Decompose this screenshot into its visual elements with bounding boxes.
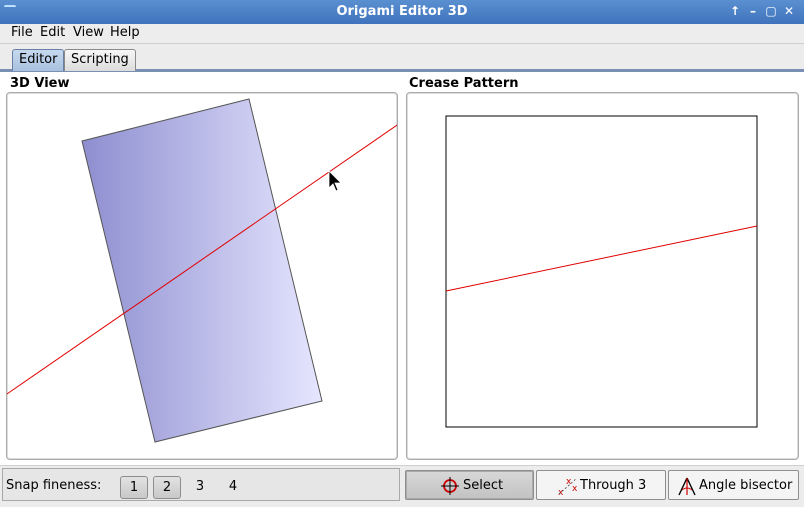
menu-help[interactable]: Help <box>110 25 140 40</box>
menu-view[interactable]: View <box>73 25 104 40</box>
menu-file[interactable]: File <box>11 25 33 40</box>
crease-pattern-canvas[interactable] <box>406 92 799 460</box>
svg-text:x: x <box>558 488 564 496</box>
app-icon <box>4 5 16 9</box>
through-3-tool-button[interactable]: x x x Through 3 <box>536 470 666 500</box>
three-points-icon: x x x <box>558 477 578 496</box>
maximize-button[interactable]: ▢ <box>765 4 777 18</box>
fold-line[interactable] <box>7 121 397 396</box>
tab-editor[interactable]: Editor <box>12 49 65 71</box>
status-bar: Snap fineness: 1 2 3 4 Select x x x Thro… <box>0 465 804 507</box>
crosshair-icon <box>441 477 459 495</box>
view3d-svg[interactable] <box>7 93 397 459</box>
close-button[interactable]: ✕ <box>783 4 795 18</box>
snap-option-3[interactable]: 3 <box>195 479 205 494</box>
mouse-cursor-icon <box>328 170 342 192</box>
paper-square[interactable] <box>445 115 758 428</box>
snap-option-1[interactable]: 1 <box>120 476 148 499</box>
keep-above-button[interactable]: ↑ <box>729 4 741 18</box>
tab-bar: Editor Scripting <box>0 44 804 72</box>
snap-fineness-group: Snap fineness: 1 2 3 4 <box>2 468 400 501</box>
crease-line[interactable] <box>445 225 758 292</box>
angle-bisector-tool-button[interactable]: Angle bisector <box>668 470 799 500</box>
view3d-title: 3D View <box>10 76 70 91</box>
minimize-button[interactable]: – <box>750 4 756 18</box>
tab-scripting[interactable]: Scripting <box>64 49 136 71</box>
snap-option-4[interactable]: 4 <box>228 479 238 494</box>
select-tool-button[interactable]: Select <box>405 470 534 500</box>
snap-option-2[interactable]: 2 <box>153 476 181 499</box>
svg-text:x: x <box>566 477 572 487</box>
view3d-canvas[interactable] <box>6 92 398 460</box>
window-title: Origami Editor 3D <box>336 4 468 19</box>
title-bar: Origami Editor 3D ↑ – ▢ ✕ <box>0 0 804 24</box>
paper-sheet[interactable] <box>81 98 323 443</box>
menu-edit[interactable]: Edit <box>40 25 66 40</box>
crease-pattern-svg[interactable] <box>407 93 798 459</box>
angle-bisector-icon <box>678 477 696 496</box>
select-tool-label: Select <box>463 478 504 493</box>
angle-bisector-tool-label: Angle bisector <box>699 478 793 493</box>
menu-bar: File Edit View Help <box>0 24 804 44</box>
editor-content: 3D View Crease Pattern <box>0 72 804 465</box>
crease-pattern-title: Crease Pattern <box>409 76 519 91</box>
through-3-tool-label: Through 3 <box>580 478 647 493</box>
svg-text:x: x <box>572 484 578 494</box>
snap-fineness-label: Snap fineness: <box>6 478 102 493</box>
